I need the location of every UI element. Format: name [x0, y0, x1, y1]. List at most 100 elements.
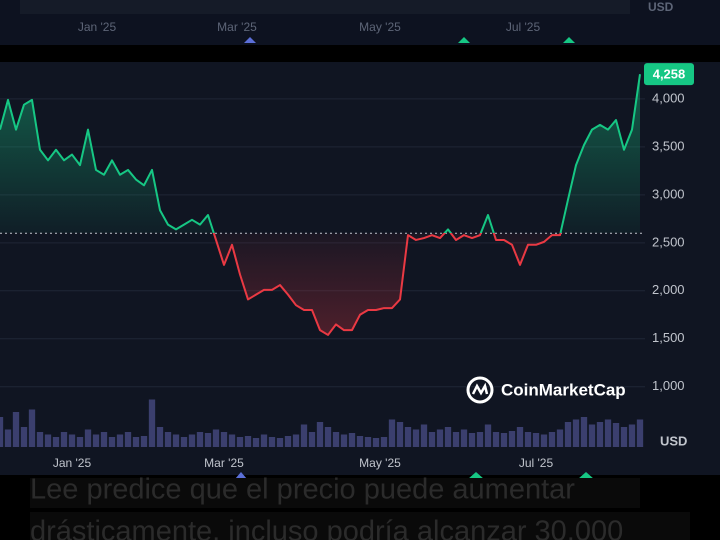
- volume-bar: [52, 437, 60, 447]
- volume-bar: [564, 422, 572, 447]
- caption-line: Lee predice que el precio puede aumentar: [30, 474, 575, 506]
- area: [0, 74, 640, 335]
- watermark: CoinMarketCap: [501, 380, 626, 399]
- watermark-logo: [466, 376, 494, 404]
- volume-bar: [236, 437, 244, 447]
- volume-bar: [284, 436, 292, 447]
- volume-bar: [436, 429, 444, 447]
- x-tick-label: Jan '25: [53, 456, 92, 470]
- volume-bar: [260, 434, 268, 447]
- volume-bar: [140, 436, 148, 447]
- volume-bar: [60, 432, 68, 447]
- volume-bar: [420, 424, 428, 447]
- price-line: [0, 74, 641, 336]
- price-tag: [644, 63, 694, 86]
- volume-bar: [276, 438, 284, 447]
- volume-bar: [460, 429, 468, 447]
- volume-bar: [188, 434, 196, 447]
- volume-bar: [612, 423, 620, 447]
- volume-bar: [484, 424, 492, 447]
- event-marker: [235, 472, 247, 479]
- top-x-label: Mar '25: [217, 20, 257, 34]
- volume-bar: [356, 436, 364, 447]
- y-tick-label: 4,000: [652, 90, 685, 105]
- volume-bar: [468, 433, 476, 447]
- volume-bar: [340, 434, 348, 447]
- volume-bar: [452, 432, 460, 447]
- volume-bar: [316, 422, 324, 447]
- volume-bar: [636, 419, 644, 447]
- y-tick-label: 1,000: [652, 378, 685, 393]
- volume-bar: [428, 432, 436, 447]
- volume-bar: [500, 433, 508, 447]
- volume-bar: [244, 436, 252, 447]
- x-tick-label: Mar '25: [204, 456, 244, 470]
- volume-bar: [540, 434, 548, 447]
- volume-bar: [108, 437, 116, 447]
- volume-bar: [212, 429, 220, 447]
- volume-bar: [20, 427, 28, 447]
- volume-bar: [532, 433, 540, 447]
- volume-bar: [580, 417, 588, 447]
- event-marker: [458, 37, 470, 43]
- volume-bar: [228, 434, 236, 447]
- top-strip-volume: [20, 0, 630, 14]
- top-x-label: Jul '25: [506, 20, 541, 34]
- volume-bar: [196, 432, 204, 447]
- volume-bar: [364, 437, 372, 447]
- caption-box: [30, 478, 640, 508]
- x-tick-label: Jul '25: [519, 456, 554, 470]
- volume-bar: [572, 419, 580, 447]
- volume-bar: [300, 424, 308, 447]
- volume-bar: [348, 433, 356, 447]
- y-tick-label: 3,000: [652, 186, 685, 201]
- volume-bar: [380, 437, 388, 447]
- volume-bar: [412, 429, 420, 447]
- volume-bar: [548, 432, 556, 447]
- top-x-label: May '25: [359, 20, 401, 34]
- event-marker: [578, 472, 594, 479]
- volume-bar: [0, 417, 4, 447]
- volume-bar: [148, 399, 156, 447]
- volume-bar: [620, 427, 628, 447]
- volume-bar: [268, 437, 276, 447]
- volume-bar: [492, 432, 500, 447]
- volume-bar: [116, 434, 124, 447]
- volume-bar: [28, 409, 36, 447]
- volume-bar: [388, 419, 396, 447]
- volume-bar: [604, 419, 612, 447]
- volume-bar: [556, 429, 564, 447]
- watermark-logo: [471, 382, 489, 396]
- volume-bar: [292, 434, 300, 447]
- volume-bar: [156, 427, 164, 447]
- plot: 1,000 1,500 2,000 2,500 3,000 3,500 4,000 Jan '…: [0, 63, 694, 470]
- volume-bar: [180, 437, 188, 447]
- volume-bar: [164, 432, 172, 447]
- event-marker: [468, 472, 484, 479]
- volume-bar: [172, 434, 180, 447]
- volume-bar: [444, 427, 452, 447]
- volume-bar: [524, 432, 532, 447]
- x-tick-label: May '25: [359, 456, 401, 470]
- volume-bar: [308, 432, 316, 447]
- volume-unit: USD: [660, 433, 687, 448]
- volume-bar: [44, 434, 52, 447]
- price-tag-label: 4,258: [653, 67, 686, 82]
- volume-bar: [36, 432, 44, 447]
- volume-bar: [92, 434, 100, 447]
- volume-bar: [324, 427, 332, 447]
- volume-bar: [252, 438, 260, 447]
- y-tick-label: 1,500: [652, 330, 685, 345]
- volume-bar: [204, 433, 212, 447]
- volume-bar: [124, 432, 132, 447]
- volume-bar: [100, 432, 108, 447]
- volume-bar: [508, 431, 516, 447]
- caption-line: drásticamente, incluso podría alcanzar 3…: [30, 516, 623, 540]
- y-tick-label: 3,500: [652, 138, 685, 153]
- volume-bar: [4, 429, 12, 447]
- volume-bar: [332, 432, 340, 447]
- caption-box: [30, 512, 690, 540]
- volume-bar: [596, 422, 604, 447]
- volume-bar: [372, 438, 380, 447]
